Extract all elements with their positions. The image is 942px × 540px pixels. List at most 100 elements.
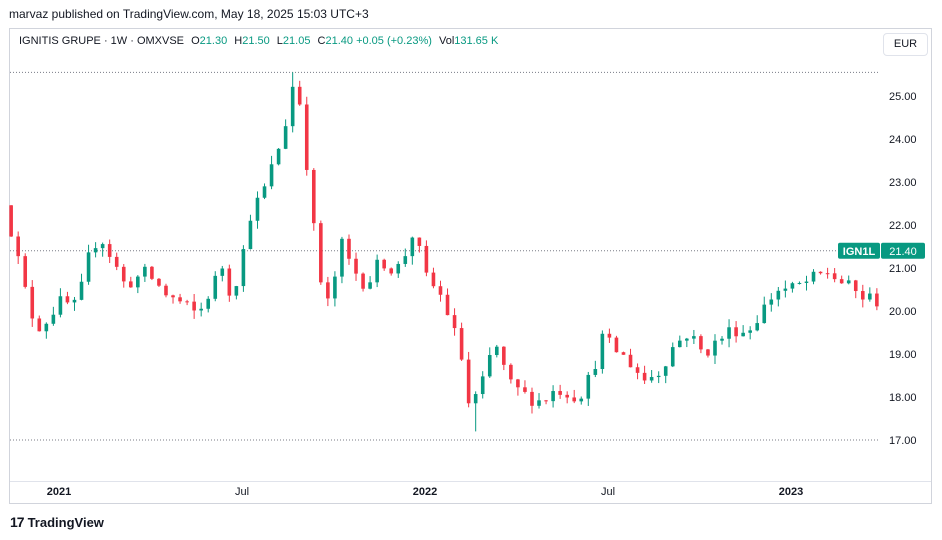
candle-body: [185, 301, 189, 303]
candle-body: [875, 293, 879, 307]
candle-body: [776, 290, 781, 300]
candle-body: [16, 236, 20, 257]
candle-body: [382, 259, 386, 269]
candle-body: [199, 308, 203, 311]
candle-body: [445, 294, 450, 316]
candle-body: [304, 104, 309, 170]
high-value: 21.50: [242, 35, 270, 47]
candle-body: [473, 394, 478, 404]
candle-body: [790, 283, 795, 289]
candle-body: [804, 281, 809, 283]
tradingview-logo-icon: 17: [10, 514, 25, 530]
candle-body: [466, 359, 471, 404]
candle-body: [44, 323, 49, 332]
candle-body: [438, 286, 443, 295]
y-tick-label: 24.00: [889, 134, 917, 146]
candle-body: [494, 346, 499, 356]
volume-value: 131.65 K: [454, 35, 499, 47]
candle-body: [248, 220, 253, 250]
candle-body: [811, 271, 816, 282]
close-value: 21.40: [325, 35, 353, 47]
candle-body: [530, 391, 534, 406]
candle-body: [136, 276, 140, 288]
candle-body: [663, 366, 668, 376]
candle-body: [269, 164, 274, 187]
candle-body: [509, 364, 513, 380]
candle-body: [699, 336, 703, 350]
candle-body: [727, 327, 731, 339]
candle-body: [607, 333, 612, 338]
x-tick-label: 2023: [779, 486, 803, 498]
candle-body: [459, 328, 464, 360]
candle-body: [818, 271, 823, 274]
candle-body: [143, 266, 147, 277]
candle-body: [37, 318, 42, 332]
candle-body: [164, 285, 168, 296]
candle-body: [227, 268, 232, 296]
candle-body: [58, 296, 63, 315]
candle-body: [107, 244, 112, 257]
candle-body: [410, 237, 415, 257]
symbol-tag-box: [838, 242, 880, 259]
candle-body: [389, 268, 394, 274]
candle-body: [93, 248, 98, 253]
candle-body: [276, 148, 281, 165]
high-label: H: [234, 35, 243, 47]
candle-body: [677, 340, 682, 348]
change-value: +0.05 (+0.23%): [356, 35, 432, 47]
candle-body: [769, 299, 774, 305]
candle-body: [832, 273, 837, 280]
candle-body: [361, 273, 365, 289]
candle-body: [347, 238, 351, 259]
close-label: C: [317, 35, 326, 47]
candle-body: [846, 280, 851, 284]
candle-body: [283, 126, 288, 149]
candle-body: [713, 340, 717, 356]
candle-body: [551, 391, 555, 402]
candle-body: [51, 314, 56, 324]
y-tick-label: 22.00: [889, 220, 917, 232]
candle-body: [452, 315, 457, 329]
candle-body: [424, 245, 429, 273]
volume-label: Vol: [438, 35, 455, 47]
candle-body: [150, 266, 154, 279]
y-tick-label: 25.00: [889, 91, 917, 103]
candle-body: [586, 374, 591, 399]
low-value: 21.05: [282, 35, 311, 47]
candle-body: [692, 336, 696, 339]
candle-body: [523, 387, 527, 392]
candle-body: [628, 354, 633, 368]
symbol-name: IGNITIS GRUPE · 1W · OMXVSE: [19, 35, 185, 47]
candle-body: [600, 333, 605, 370]
candle-body: [157, 278, 161, 286]
candle-body: [614, 337, 619, 353]
candle-body: [86, 252, 91, 282]
tradingview-footer[interactable]: 17 TradingView: [10, 514, 104, 530]
x-tick-label: 2022: [413, 486, 437, 498]
x-tick-label: 2021: [47, 486, 71, 498]
candle-body: [516, 379, 520, 388]
currency-button[interactable]: EUR: [883, 33, 928, 56]
candle-body: [234, 286, 239, 296]
candle-body: [621, 352, 626, 355]
low-label: L: [276, 35, 283, 47]
candle-body: [572, 397, 577, 402]
y-tick-label: 21.00: [889, 263, 917, 275]
candle-body: [417, 237, 422, 246]
candle-body: [368, 282, 372, 289]
x-tick-label: Jul: [235, 486, 249, 498]
candle-body: [375, 259, 379, 283]
chart-frame: [9, 28, 932, 504]
candle-body: [171, 295, 175, 298]
candle-body: [685, 338, 689, 341]
open-label: O: [191, 35, 200, 47]
candle-body: [333, 276, 337, 299]
candle-body: [544, 400, 548, 402]
candle-body: [487, 355, 492, 377]
candle-body: [100, 244, 105, 249]
candle-body: [656, 375, 661, 378]
candle-body: [354, 258, 358, 274]
x-tick-label: Jul: [601, 486, 615, 498]
candle-body: [748, 330, 752, 333]
